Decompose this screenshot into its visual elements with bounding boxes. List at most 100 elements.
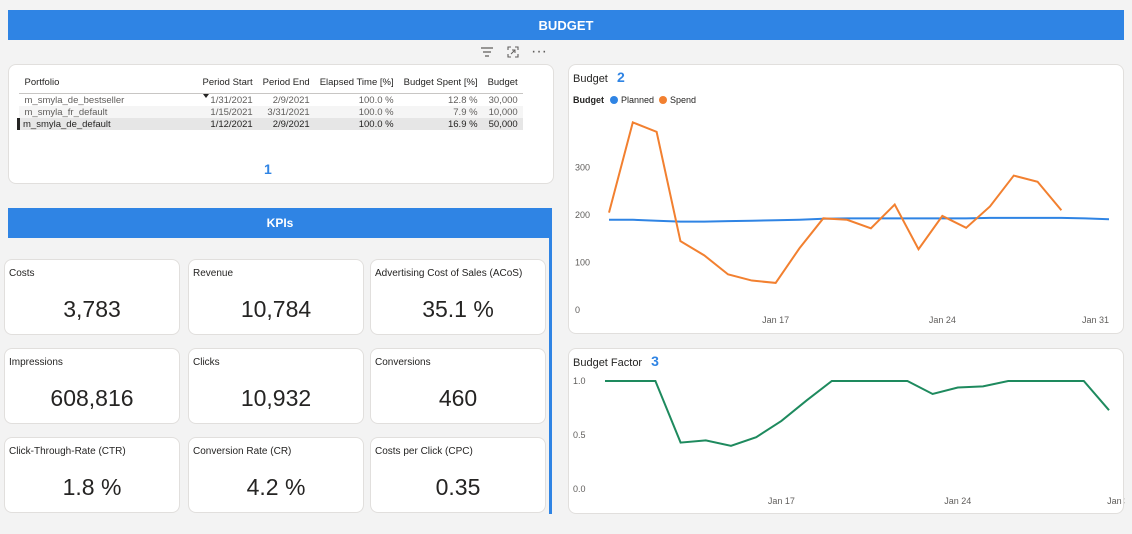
y-tick-label: 0 [575, 305, 580, 315]
filter-icon[interactable] [480, 45, 494, 59]
period-start-cell: 1/15/2021 [197, 106, 258, 118]
kpi-card-ctr[interactable]: Click-Through-Rate (CTR) 1.8 % [4, 437, 180, 513]
kpi-panel-border [549, 238, 552, 514]
kpi-card-acos[interactable]: Advertising Cost of Sales (ACoS) 35.1 % [370, 259, 546, 335]
x-tick-label: Jan 17 [768, 496, 795, 506]
annotation-marker-1: 1 [264, 161, 272, 177]
legend-planned-dot [610, 96, 618, 104]
kpi-card-revenue[interactable]: Revenue 10,784 [188, 259, 364, 335]
budget-chart-title: Budget [573, 73, 608, 85]
y-tick-label: 0.5 [573, 430, 586, 440]
period-start-cell: 1/12/2021 [197, 118, 258, 130]
budget-factor-series-line [605, 380, 1110, 447]
budget-spent-cell: 12.8 % [447, 94, 478, 106]
kpi-value: 4.2 % [246, 474, 306, 500]
legend-spend-dot [659, 96, 668, 104]
x-tick-label: Jan 24 [929, 315, 956, 325]
budget-spent-cell: 7.9 % [398, 106, 483, 118]
page-title: BUDGET [538, 17, 594, 33]
kpi-label: Costs [9, 268, 35, 279]
y-tick-label: 100 [575, 258, 590, 268]
sort-descending-icon[interactable] [203, 94, 209, 98]
budget-chart-card[interactable]: Budget 2 Budget Planned Spend 0 100 200 300… [568, 64, 1124, 334]
column-header-budget-spent[interactable]: Budget Spent [%] [398, 71, 483, 94]
x-tick-label: Jan 24 [944, 496, 971, 506]
kpi-card-cpc[interactable]: Costs per Click (CPC) 0.35 [370, 437, 546, 513]
portfolio-cell: m_smyla_de_bestseller [24, 94, 125, 106]
period-end-cell: 2/9/2021 [272, 94, 310, 106]
kpi-label: Advertising Cost of Sales (ACoS) [375, 268, 523, 279]
planned-series-line [609, 216, 1110, 223]
period-start-cell: 1/31/2021 [210, 94, 253, 106]
period-end-cell: 3/31/2021 [257, 106, 315, 118]
chart-title: Budget 2 [573, 69, 625, 85]
annotation-marker-3: 3 [651, 353, 659, 369]
chart-title: Budget Factor 3 [573, 353, 659, 369]
column-header-budget[interactable]: Budget [482, 71, 523, 94]
column-header-period-start[interactable]: Period Start [197, 71, 258, 94]
elapsed-time-cell: 100.0 % [358, 94, 394, 106]
kpi-label: Revenue [193, 268, 234, 279]
portfolio-table: Portfolio Period Start Period End Elapse… [17, 71, 523, 130]
column-header-period-end[interactable]: Period End [257, 71, 315, 94]
table-row[interactable]: m_smyla_de_bestseller 1/31/2021 2/9/2021… [19, 94, 523, 107]
x-tick-label: Jan 31 [1082, 315, 1109, 325]
kpi-label: Costs per Click (CPC) [375, 446, 473, 457]
x-tick-label: Jan 17 [762, 315, 789, 325]
budget-factor-chart-title: Budget Factor [573, 357, 643, 369]
legend-spend-label[interactable]: Spend [670, 95, 697, 105]
y-tick-label: 200 [575, 210, 590, 220]
kpi-value: 10,784 [240, 296, 312, 322]
kpi-value: 460 [438, 385, 478, 411]
annotation-marker-2: 2 [616, 69, 625, 85]
kpi-card-conversions[interactable]: Conversions 460 [370, 348, 546, 424]
kpi-card-impressions[interactable]: Impressions 608,816 [4, 348, 180, 424]
budget-line-chart: 0 100 200 300 Jan 17 Jan 24 Jan 31 [575, 121, 1110, 325]
focus-mode-icon[interactable] [506, 45, 520, 59]
kpi-value: 608,816 [50, 385, 134, 411]
table-row-selected[interactable]: m_smyla_de_default 1/12/2021 2/9/2021 10… [17, 118, 523, 130]
portfolio-cell: m_smyla_fr_default [18, 106, 198, 118]
elapsed-time-cell: 100.0 % [314, 106, 399, 118]
budget-spent-cell: 16.9 % [398, 118, 483, 130]
budget-cell: 10,000 [482, 106, 523, 118]
elapsed-time-cell: 100.0 % [314, 118, 399, 130]
kpi-value: 1.8 % [62, 474, 122, 500]
kpi-card-costs[interactable]: Costs 3,783 [4, 259, 180, 335]
column-header-elapsed-time[interactable]: Elapsed Time [%] [314, 71, 399, 94]
kpi-title: KPIs [266, 216, 294, 230]
kpi-panel-title: KPIs [8, 208, 552, 238]
budget-cell: 30,000 [488, 94, 518, 106]
kpi-value: 35.1 % [422, 296, 494, 322]
portfolio-table-card: Portfolio Period Start Period End Elapse… [8, 64, 554, 184]
kpi-value: 10,932 [240, 385, 312, 411]
portfolio-cell: m_smyla_de_default [17, 118, 198, 130]
legend-planned-label[interactable]: Planned [621, 95, 655, 105]
kpi-label: Conversion Rate (CR) [193, 446, 292, 457]
x-tick-label: Jan 31 [1107, 496, 1125, 506]
visual-toolbar: ··· [480, 43, 547, 60]
budget-cell: 50,000 [482, 118, 523, 130]
page-title-banner: BUDGET [8, 10, 1124, 40]
more-options-icon[interactable]: ··· [531, 43, 547, 60]
legend-title: Budget [573, 95, 604, 105]
budget-factor-chart-card[interactable]: Budget Factor 3 0.0 0.5 1.0 Jan 17 Jan 24 Jan… [568, 348, 1125, 514]
y-tick-label: 300 [575, 163, 590, 173]
kpi-card-clicks[interactable]: Clicks 10,932 [188, 348, 364, 424]
y-tick-label: 1.0 [573, 376, 586, 386]
column-header-portfolio[interactable]: Portfolio [18, 71, 198, 94]
kpi-card-cr[interactable]: Conversion Rate (CR) 4.2 % [188, 437, 364, 513]
period-end-cell: 2/9/2021 [257, 118, 315, 130]
kpi-value: 3,783 [63, 296, 121, 322]
spend-series-line [608, 121, 1063, 284]
table-row[interactable]: m_smyla_fr_default 1/15/2021 3/31/2021 1… [18, 106, 523, 118]
kpi-label: Click-Through-Rate (CTR) [9, 446, 126, 457]
budget-factor-line-chart: 0.0 0.5 1.0 Jan 17 Jan 24 Jan 31 [573, 376, 1125, 506]
chart-legend: Budget Planned Spend [573, 95, 696, 105]
kpi-label: Clicks [193, 357, 220, 368]
y-tick-label: 0.0 [573, 484, 586, 494]
kpi-label: Impressions [9, 357, 63, 368]
kpi-value: 0.35 [435, 474, 481, 500]
kpi-label: Conversions [375, 357, 431, 368]
